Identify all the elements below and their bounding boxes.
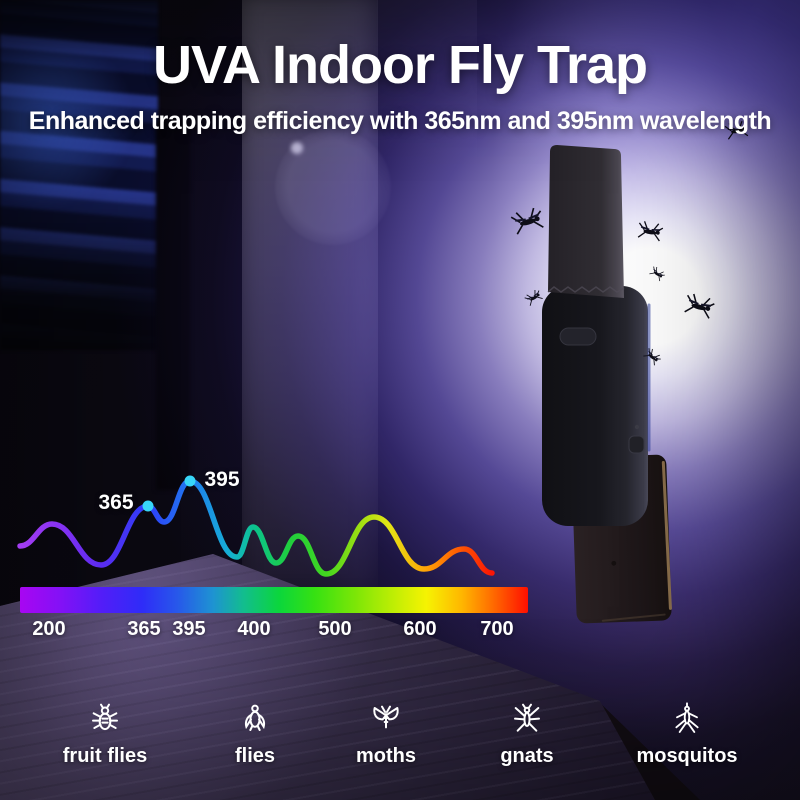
gnat-icon [511,702,543,734]
pest-label: moths [356,745,416,767]
pest-item-flies: flies [195,702,315,768]
scale-tick-200: 200 [32,618,66,640]
scale-tick-365: 365 [127,618,161,640]
peak-label-365: 365 [98,491,134,514]
pest-label: fruit flies [62,745,148,767]
page-title: UVA Indoor Fly Trap [152,35,648,95]
spectrum-gradient-bar [20,587,528,613]
pest-label: mosquitos [636,745,738,767]
fruit-fly-icon [89,702,121,734]
scale-tick-395: 395 [172,618,206,640]
scale-tick-600: 600 [403,618,437,640]
moth-icon [370,702,402,734]
pest-label: flies [234,745,276,767]
pest-label: gnats [500,745,554,767]
scale-tick-700: 700 [480,618,514,640]
mosquito-icon [671,702,703,734]
peak-label-395: 395 [204,468,240,491]
fly-icon [239,702,271,734]
pest-item-moths: moths [326,702,446,768]
scale-tick-400: 400 [237,618,271,640]
pest-item-mosquitos: mosquitos [627,702,747,768]
pest-item-gnats: gnats [467,702,587,768]
pest-item-fruit-flies: fruit flies [45,702,165,768]
scale-tick-500: 500 [318,618,352,640]
page-subtitle: Enhanced trapping efficiency with 365nm … [28,107,772,135]
